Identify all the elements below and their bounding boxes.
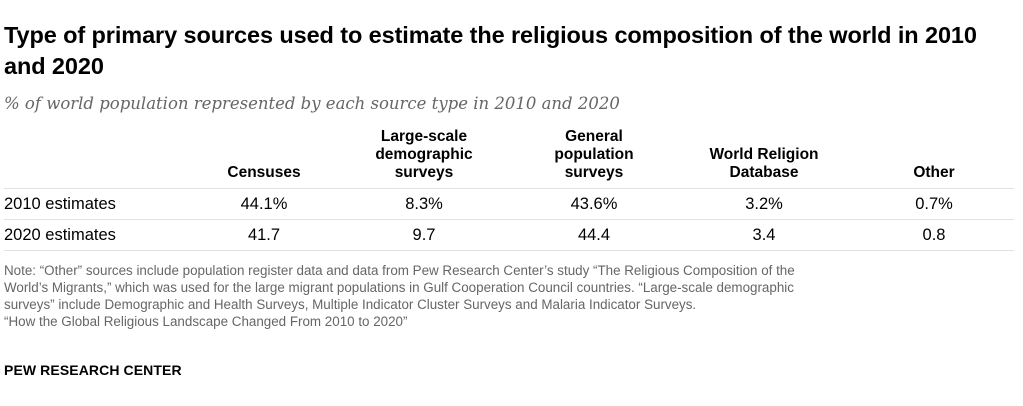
source-credit: PEW RESEARCH CENTER [4,362,182,378]
table-cell: 41.7 [194,219,334,251]
header-row: Censuses Large-scale demographic surveys… [4,128,1014,189]
column-header-line: World Religion [709,146,819,163]
column-header-line: surveys [394,164,454,181]
report-title-line: “How the Global Religious Landscape Chan… [4,314,408,329]
data-table: Censuses Large-scale demographic surveys… [4,128,1014,251]
column-header: World Religion Database [674,128,854,189]
column-header: Large-scale demographic surveys [334,128,514,189]
table-cell: 9.7 [334,219,514,251]
table-row: 2020 estimates 41.7 9.7 44.4 3.4 0.8 [4,219,1014,251]
column-header: Other [854,128,1014,189]
column-header-line: demographic [375,146,473,163]
table-cell: 0.8 [854,219,1014,251]
table-cell: 3.2% [674,188,854,220]
column-header: General population surveys [514,128,674,189]
table-cell: 8.3% [334,188,514,220]
header-cell-row-label [4,128,194,189]
note-line: surveys” include Demographic and Health … [4,297,697,312]
column-header: Censuses [194,128,334,189]
note-line: World’s Migrants,” which was used for th… [4,280,794,295]
table-row: 2010 estimates 44.1% 8.3% 43.6% 3.2% 0.7… [4,188,1014,220]
column-header-line: population [554,146,634,163]
row-label: 2010 estimates [4,188,194,220]
note-line: Note: “Other” sources include population… [4,263,795,278]
chart-note: Note: “Other” sources include population… [4,262,1014,330]
row-label: 2020 estimates [4,219,194,251]
chart-subtitle: % of world population represented by eac… [4,94,620,113]
column-header-line: Other [913,164,955,181]
table-cell: 0.7% [854,188,1014,220]
table-cell: 44.4 [514,219,674,251]
chart-title: Type of primary sources used to estimate… [4,22,977,79]
column-header-line: Censuses [227,164,301,181]
column-header-line: Large-scale [380,128,468,145]
column-header-line: surveys [564,164,624,181]
column-header-line: Database [729,164,799,181]
table-cell: 3.4 [674,219,854,251]
table-cell: 43.6% [514,188,674,220]
column-header-line: General [565,128,623,145]
table-cell: 44.1% [194,188,334,220]
